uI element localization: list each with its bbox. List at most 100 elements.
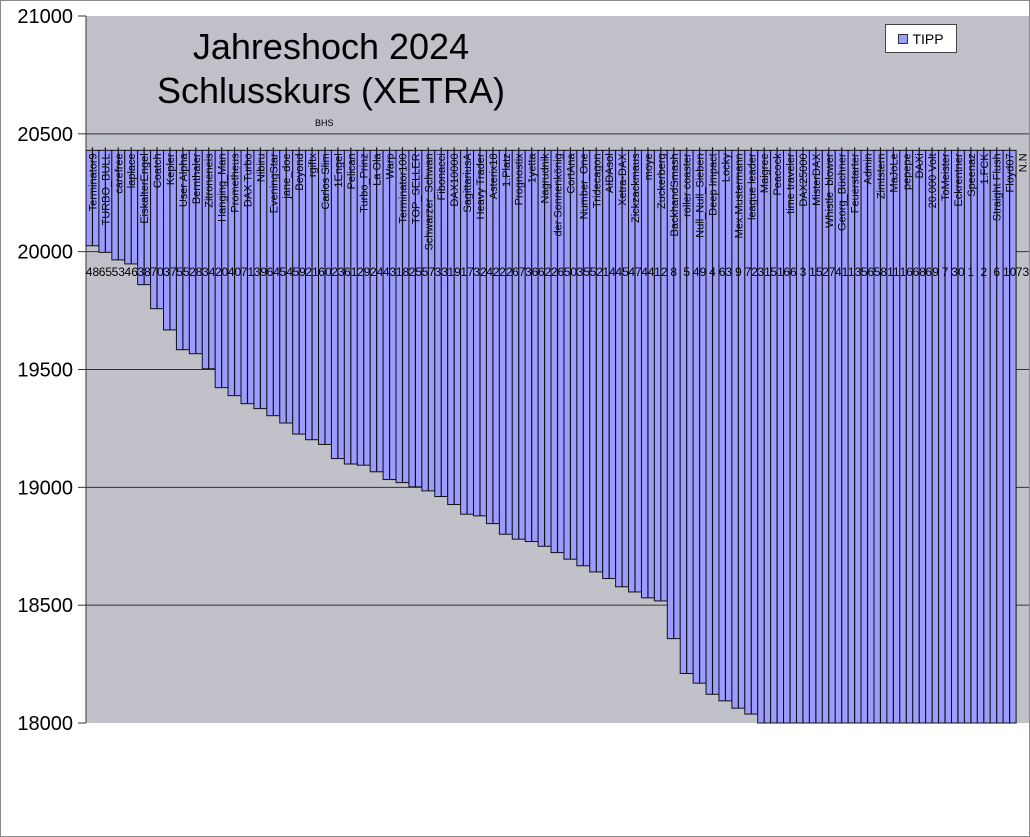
category-label: BackhandSmash <box>669 153 681 236</box>
data-label: 71 <box>241 265 255 279</box>
category-label: La Ola <box>372 152 384 185</box>
category-label: TURBO_BULL <box>100 153 112 225</box>
data-label: 3 <box>800 265 807 279</box>
data-label: 73 <box>1016 265 1030 279</box>
category-label: Prognostix <box>514 153 526 205</box>
category-label: 1Engel <box>333 153 345 187</box>
category-label: laplace <box>126 153 138 188</box>
category-label: moye <box>643 153 655 180</box>
category-label: SagittariusA <box>462 153 474 213</box>
data-label: 56 <box>861 265 875 279</box>
data-label: 54 <box>280 265 294 279</box>
category-label: ToMeister <box>940 153 952 201</box>
data-label: 11 <box>887 265 900 279</box>
category-label: Terminator100 <box>397 153 409 223</box>
chart-annotation: BHS <box>315 118 334 128</box>
data-label: 68 <box>913 265 927 279</box>
data-label: 17 <box>460 265 474 279</box>
data-label: 50 <box>564 265 578 279</box>
category-label: Asterix18 <box>488 153 500 199</box>
y-tick-label: 21000 <box>17 6 73 28</box>
data-label: 61 <box>344 265 358 279</box>
category-label: Kepler <box>165 153 177 185</box>
category-label: CortAna <box>565 152 577 193</box>
category-label: Pelican <box>346 153 358 189</box>
data-label: 46 <box>125 265 139 279</box>
chart-title-line-2: Schlusskurs (XETRA) <box>156 70 506 111</box>
category-label: Heavy Trader <box>475 153 487 219</box>
data-label: 25 <box>409 265 423 279</box>
category-label: Deep Impact <box>708 153 720 215</box>
category-label: EveningStar <box>268 153 280 213</box>
category-label: Schwarzer_Schwan <box>423 153 435 250</box>
category-label: Beyond <box>294 153 306 190</box>
category-label: Admin <box>863 153 875 184</box>
category-label: Zitroneneis <box>204 153 216 208</box>
data-label: 21 <box>305 265 319 279</box>
category-label: Maigree <box>759 153 771 193</box>
category-label: Speenaz <box>966 153 978 196</box>
data-label: 18 <box>396 265 410 279</box>
category-label: Eckrentner <box>953 153 965 207</box>
category-label: N.N <box>1018 153 1030 172</box>
category-label: Locky <box>720 153 732 182</box>
data-label: 57 <box>422 265 436 279</box>
data-label: 2 <box>980 265 987 279</box>
data-label: 16 <box>900 265 914 279</box>
category-label: Straight Flush <box>992 153 1004 221</box>
category-label: Mex.Mustermann <box>733 153 745 238</box>
data-label: 23 <box>331 265 345 279</box>
data-label: 35 <box>577 265 591 279</box>
data-label: 70 <box>150 265 164 279</box>
category-label: DAX Turbo <box>242 153 254 207</box>
category-label: 1yetta <box>527 152 539 183</box>
data-label: 65 <box>99 265 113 279</box>
data-label: 44 <box>641 265 655 279</box>
data-label: 55 <box>176 265 190 279</box>
y-tick-label: 18000 <box>17 713 73 735</box>
category-label: AIDAsol <box>604 153 616 193</box>
category-label: Peacock <box>772 153 784 196</box>
category-label: league leader <box>746 153 758 220</box>
category-label: carefree <box>113 153 125 193</box>
data-label: 47 <box>628 265 642 279</box>
category-label: Null_Null_Sieben <box>695 153 707 237</box>
category-label: time traveler <box>785 153 797 214</box>
data-label: 53 <box>112 265 126 279</box>
legend: TIPP <box>885 24 957 53</box>
category-label: Whistle_blower <box>824 153 836 228</box>
data-label: 6 <box>993 265 1000 279</box>
category-label: Floyd07 <box>1005 153 1017 192</box>
category-label: Carlos Slim <box>320 153 332 209</box>
data-label: 48 <box>86 265 100 279</box>
category-label: der Sonnenkönig <box>553 153 565 236</box>
category-label: Terminator9 <box>87 153 99 211</box>
data-label: 22 <box>499 265 513 279</box>
category-label: 1.FCK <box>979 153 991 185</box>
data-label: 33 <box>435 265 449 279</box>
data-label: 51 <box>770 265 784 279</box>
data-label: 59 <box>292 265 306 279</box>
category-label: 1.Platz <box>501 153 513 187</box>
data-label: 32 <box>473 265 487 279</box>
category-label: Coatch <box>152 153 164 188</box>
data-label: 67 <box>512 265 526 279</box>
data-label: 72 <box>745 265 759 279</box>
data-label: 7 <box>942 265 949 279</box>
data-label: 36 <box>525 265 539 279</box>
data-label: 63 <box>719 265 733 279</box>
y-tick-label: 18500 <box>17 595 73 617</box>
data-label: 29 <box>357 265 371 279</box>
category-label: jane_doe <box>281 153 293 199</box>
category-label: Xetra-DAX <box>617 153 629 206</box>
data-label: 38 <box>137 265 151 279</box>
category-label: pepepe <box>901 153 913 190</box>
data-label: 13 <box>848 265 862 279</box>
data-label: 20 <box>215 265 229 279</box>
category-label: 20.000 Volt <box>927 153 939 208</box>
category-label: Georg_Büchner <box>837 153 849 231</box>
data-label: 41 <box>835 265 849 279</box>
data-label: 62 <box>538 265 552 279</box>
